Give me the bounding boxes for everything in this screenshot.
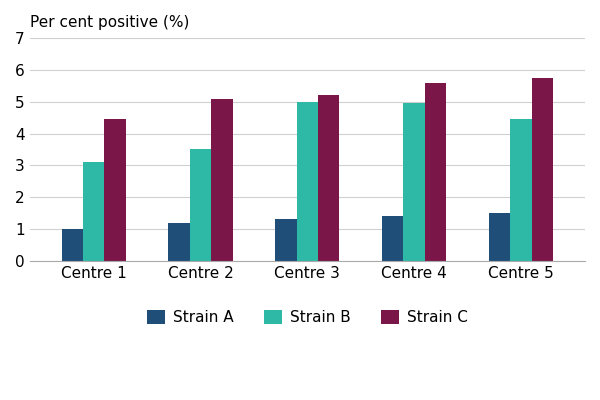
- Bar: [318, 95, 340, 261]
- Bar: [382, 216, 403, 261]
- Text: Per cent positive (%): Per cent positive (%): [29, 15, 189, 30]
- Bar: [532, 78, 553, 261]
- Bar: [296, 102, 318, 261]
- Bar: [83, 162, 104, 261]
- Bar: [510, 119, 532, 261]
- Bar: [104, 119, 126, 261]
- Bar: [403, 103, 425, 261]
- Legend: Strain A, Strain B, Strain C: Strain A, Strain B, Strain C: [140, 304, 474, 331]
- Bar: [275, 220, 296, 261]
- Bar: [62, 229, 83, 261]
- Bar: [169, 223, 190, 261]
- Bar: [425, 83, 446, 261]
- Bar: [190, 150, 211, 261]
- Bar: [489, 213, 510, 261]
- Bar: [211, 98, 233, 261]
